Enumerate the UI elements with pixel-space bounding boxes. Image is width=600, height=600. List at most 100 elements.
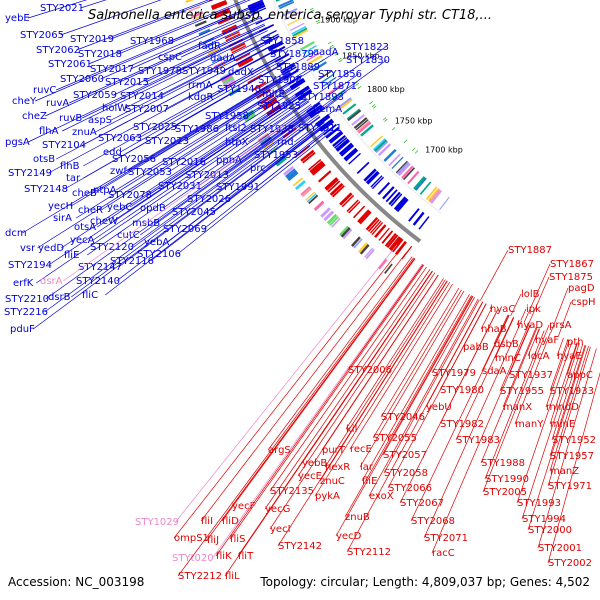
gene-leader-line <box>225 110 316 176</box>
gene-leader-line <box>177 257 414 577</box>
feature-mark <box>346 108 360 120</box>
gene-leader-line <box>423 320 522 539</box>
feature-mark <box>286 169 298 180</box>
reverse-gene-mark <box>359 211 372 225</box>
reverse-gene-mark <box>357 209 371 223</box>
gene-leader-line <box>550 287 569 334</box>
feature-mark <box>370 135 383 148</box>
gene-label: STY2017 <box>90 64 134 75</box>
feature-mark <box>275 0 281 2</box>
gene-leader-line <box>212 263 423 559</box>
gene-leader-line <box>251 55 281 73</box>
feature-mark <box>342 228 353 240</box>
gene-leader-line <box>295 79 299 82</box>
reverse-gene-mark <box>309 160 323 173</box>
tick-mark <box>369 101 373 105</box>
gene-label: STY1968 <box>130 36 174 47</box>
gene-leader-line <box>22 71 291 234</box>
reverse-gene-mark <box>374 224 387 238</box>
gene-label: minC <box>495 353 521 364</box>
gene-label: STY1937 <box>509 370 553 381</box>
feature-mark <box>278 0 294 8</box>
gene-leader-line <box>494 317 515 359</box>
reverse-gene-mark <box>391 238 404 253</box>
feature-mark <box>351 236 361 247</box>
gene-label: dcm <box>5 228 27 239</box>
ruler-label: 1750 kbp <box>395 116 433 125</box>
gene-label: STY1994 <box>522 514 566 525</box>
gene-leader-line <box>335 295 473 537</box>
gene-leader-line <box>455 317 514 441</box>
gene-leader-line <box>116 122 325 282</box>
feature-mark <box>427 187 439 202</box>
gene-label: STY2116 <box>110 256 154 267</box>
feature-mark <box>292 177 303 187</box>
ruler-label: 1900 kbp <box>320 16 358 25</box>
gene-leader-line <box>368 298 479 497</box>
gene-label: cheY <box>12 96 37 107</box>
reverse-gene-mark <box>308 158 322 171</box>
gene-leader-line <box>215 79 296 130</box>
gene-label: STY1911 <box>298 123 342 134</box>
gene-leader-line <box>332 127 339 134</box>
feature-mark <box>191 11 204 19</box>
feature-mark <box>326 213 338 225</box>
tick-mark <box>338 59 343 63</box>
reverse-gene-mark <box>327 180 341 193</box>
gene-label: lar <box>360 462 374 473</box>
forward-gene-mark <box>249 4 266 14</box>
feature-mark <box>295 180 306 191</box>
feature-mark <box>202 37 215 45</box>
tick-mark <box>310 9 315 12</box>
forward-gene-mark <box>270 45 286 56</box>
forward-gene-mark <box>261 30 277 39</box>
reverse-gene-mark <box>389 236 402 251</box>
gene-label: cheZ <box>22 111 47 122</box>
gene-label: STY1029 <box>135 517 179 528</box>
gene-leader-line <box>60 0 162 36</box>
gene-label: cheW <box>90 216 118 227</box>
feature-mark <box>287 17 302 26</box>
gene-label: STY2061 <box>48 59 92 70</box>
gene-leader-line <box>380 287 460 418</box>
gene-label: STY2006 <box>348 365 392 376</box>
gene-label: tar <box>66 173 81 184</box>
reverse-gene-mark <box>365 217 379 231</box>
feature-mark <box>396 161 410 175</box>
gene-leader-line <box>28 0 88 19</box>
feature-mark <box>192 14 205 21</box>
feature-mark <box>375 140 389 154</box>
gene-label: STY2071 <box>424 533 468 544</box>
gene-label: aspS <box>88 115 112 126</box>
gene-leader-line <box>139 109 316 236</box>
forward-gene-mark <box>332 134 346 147</box>
feature-mark <box>329 216 340 227</box>
feature-mark <box>308 54 323 65</box>
feature-mark <box>198 28 211 36</box>
gene-leader-line <box>227 123 326 200</box>
gene-leader-line <box>349 283 453 450</box>
ruler-label: 1850 kbp <box>342 51 380 60</box>
gene-label: dadA <box>210 53 236 64</box>
gene-leader-line <box>545 339 570 408</box>
gene-leader-line <box>71 73 292 207</box>
gene-label: argS <box>268 445 291 456</box>
gene-label: fliS <box>230 534 245 545</box>
tick-mark <box>337 57 342 61</box>
feature-mark <box>278 1 295 10</box>
tick-mark <box>316 21 321 24</box>
inner-ring-guide <box>272 0 442 214</box>
gene-label: fliI <box>201 516 213 527</box>
gene-label: prsA <box>549 320 572 331</box>
gene-leader-line <box>308 46 386 101</box>
gene-leader-line <box>319 280 448 482</box>
tick-mark <box>354 81 358 85</box>
gene-label: fliD <box>222 516 239 527</box>
gene-label: STY1875 <box>549 272 593 283</box>
gene-label: otsA <box>74 222 96 233</box>
gene-label: STY2001 <box>538 543 582 554</box>
feature-mark <box>425 186 438 200</box>
forward-gene-mark <box>363 168 377 182</box>
